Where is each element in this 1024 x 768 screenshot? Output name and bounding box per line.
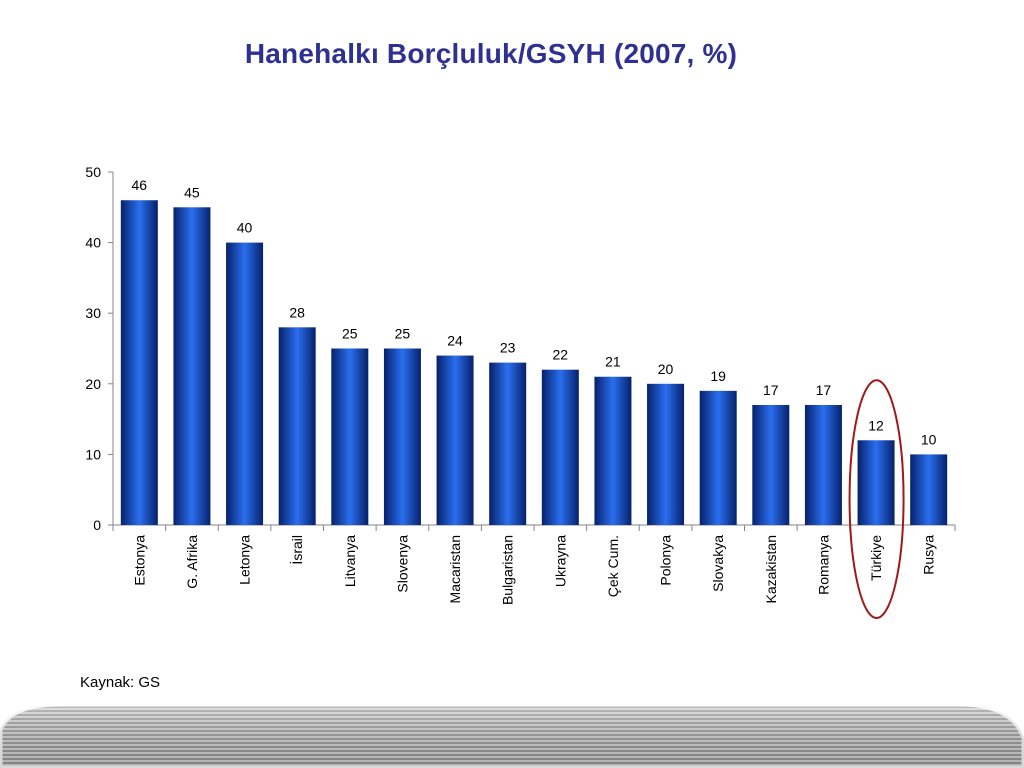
x-tick-label: G. Afrika [184,535,200,589]
x-tick-label: Rusya [921,535,937,575]
bar-chart: 0 10 20 30 40 50 46 45 40 28 25 25 24 23 22 21 20 19 17 17… [85,164,956,620]
bar [436,355,474,525]
x-tick-label: Kazakistan [763,535,779,603]
bar [541,369,579,525]
x-tick-label: Estonya [131,535,147,586]
bar [594,376,632,525]
y-tick-label: 10 [85,446,101,462]
bar [226,242,264,525]
highlight-ellipse [848,379,905,620]
data-label: 40 [237,220,253,236]
data-label: 46 [132,177,148,193]
x-tick-label: Bulgaristan [500,535,516,605]
y-tick-label: 50 [85,164,101,180]
bar [910,454,948,525]
footer-decoration [0,701,1024,768]
data-label: 25 [395,326,411,342]
x-tick-label: Litvanya [342,535,358,587]
bar [331,348,369,525]
bar [173,207,211,526]
bar [699,390,737,525]
bar [278,327,316,525]
data-label: 10 [921,431,937,447]
y-tick-label: 0 [93,517,101,533]
x-tick-label: Türkiye [868,535,884,581]
data-label: 45 [184,184,200,200]
data-label: 20 [658,361,674,377]
bar [647,383,685,525]
bar [489,362,527,525]
data-label: 17 [816,382,832,398]
y-tick-label: 30 [85,305,101,321]
x-tick-label: Slovenya [394,535,410,593]
x-tick-label: Macaristan [447,535,463,603]
data-label: 23 [500,340,516,356]
bar [383,348,421,525]
x-tick-label: Polonya [658,535,674,586]
x-tick-label: Çek Cum. [605,535,621,597]
x-tick-label: Romanya [815,535,831,595]
chart-title: Hanehalkı Borçluluk/GSYH (2007, %) [244,38,738,69]
data-label: 24 [447,333,463,349]
source-note: Kaynak: GS [80,674,161,691]
data-label: 17 [763,382,779,398]
y-tick-label: 40 [85,235,101,251]
y-tick-label: 20 [85,376,101,392]
data-label: 12 [868,417,884,433]
data-label: 28 [289,304,305,320]
x-tick-label: Letonya [237,535,253,585]
bar [752,404,790,525]
x-tick-label: Ukrayna [552,535,568,587]
bar [804,404,842,525]
data-label: 25 [342,326,358,342]
x-tick-label: İsrail [288,535,305,565]
data-label: 21 [605,354,621,370]
bar [857,440,895,525]
data-label: 22 [553,347,569,363]
bar [120,200,158,526]
data-label: 19 [710,368,726,384]
x-tick-label: Slovakya [710,535,726,592]
